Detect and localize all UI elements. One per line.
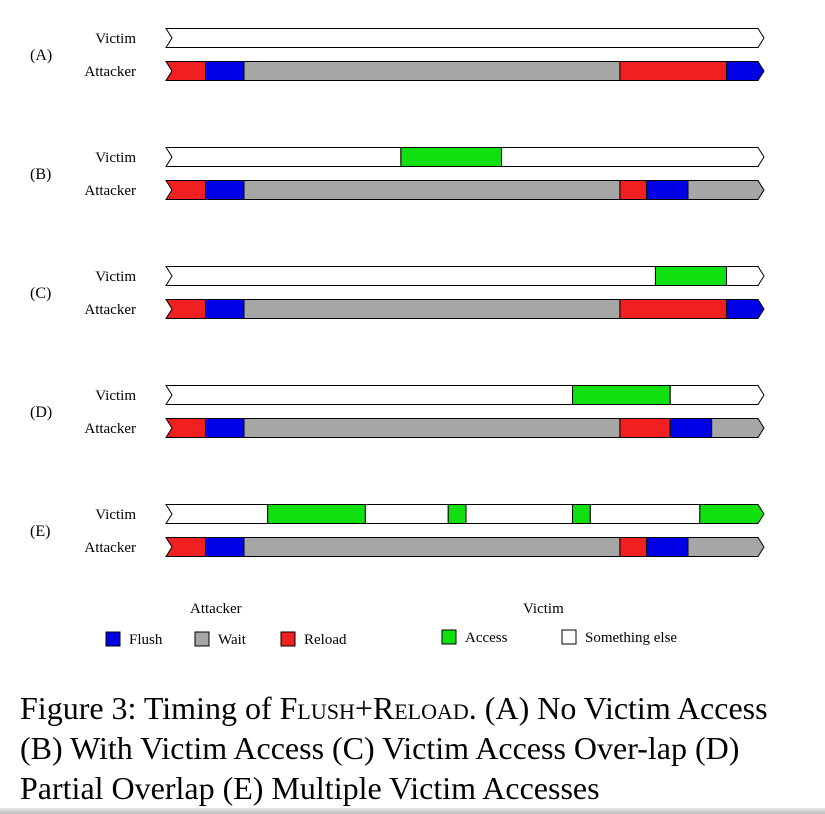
attacker-segment-flush [205, 418, 245, 438]
attacker-segment-reload [619, 61, 727, 81]
legend-swatch-something-else [561, 629, 577, 645]
legend-label-reload: Reload [304, 632, 347, 648]
attacker-segment-reload [165, 61, 207, 81]
attacker-row-label: Attacker [84, 540, 136, 556]
legend-swatch-reload [280, 631, 296, 647]
diagram-label: (E) [30, 523, 50, 540]
attacker-segment-flush [646, 537, 689, 557]
diagram-label: (A) [30, 47, 52, 64]
attacker-segment-flush [205, 180, 245, 200]
victim-segment-access [447, 504, 467, 524]
timing-diagram-a: (A) Victim Attacker [30, 28, 765, 81]
victim-segment-access [267, 504, 366, 524]
caption-text: . (A) No Victim Access (B) With Victim A… [20, 690, 768, 806]
victim-segment-something-else [501, 147, 765, 167]
timing-diagram-c: (C) Victim Attacker [30, 266, 765, 319]
legend: Attacker Victim Flush Wait Reload Access Somet… [105, 601, 677, 648]
flush-reload-timing-diagram: (A) Victim Attacker (B) Victim Attacker (C) Vic… [30, 28, 765, 648]
attacker-segment-wait [687, 537, 765, 557]
legend-swatch-wait [194, 631, 210, 647]
attacker-row-label: Attacker [84, 183, 136, 199]
timing-diagram-d: (D) Victim Attacker [30, 385, 765, 438]
diagram-label: (D) [30, 404, 52, 421]
attacker-segment-reload [619, 537, 648, 557]
attacker-segment-reload [165, 299, 207, 319]
attacker-segment-reload [619, 418, 671, 438]
victim-segment-access [572, 385, 671, 405]
victim-segment-access [572, 504, 591, 524]
attacker-segment-reload [165, 537, 207, 557]
figure-caption: Figure 3: Timing of Flush+Reload. (A) No… [20, 688, 810, 808]
victim-segment-access [654, 266, 727, 286]
legend-victim-title: Victim [523, 601, 564, 617]
attacker-segment-flush [205, 299, 245, 319]
attacker-bar [165, 299, 765, 319]
legend-swatch-flush [105, 631, 121, 647]
legend-label-something-else: Something else [585, 630, 677, 646]
victim-segment-something-else [165, 28, 765, 48]
victim-row-label: Victim [95, 31, 136, 47]
attacker-segment-flush [669, 418, 713, 438]
legend-attacker-title: Attacker [190, 601, 242, 617]
attacker-segment-wait [243, 61, 621, 81]
attacker-segment-wait [711, 418, 765, 438]
attacker-segment-wait [243, 418, 621, 438]
victim-row-label: Victim [95, 269, 136, 285]
attacker-segment-wait [243, 299, 621, 319]
caption-prefix: Figure 3: Timing of [20, 690, 280, 726]
attacker-bar [165, 180, 765, 200]
attacker-segment-flush [725, 299, 765, 319]
attacker-segment-flush [725, 61, 765, 81]
victim-segment-something-else [725, 266, 765, 286]
victim-bar [165, 28, 765, 48]
attacker-row-label: Attacker [84, 64, 136, 80]
victim-segment-something-else [465, 504, 574, 524]
victim-segment-something-else [165, 504, 269, 524]
legend-swatch-access [441, 629, 457, 645]
victim-segment-something-else [165, 266, 656, 286]
victim-bar [165, 147, 765, 167]
attacker-segment-reload [619, 180, 648, 200]
victim-bar [165, 385, 765, 405]
attacker-segment-reload [165, 180, 207, 200]
attacker-segment-wait [243, 537, 621, 557]
diagram-label: (C) [30, 285, 51, 302]
attacker-segment-wait [687, 180, 765, 200]
victim-segment-access [699, 504, 765, 524]
caption-technique-name: Flush+Reload [279, 690, 469, 726]
victim-segment-something-else [669, 385, 765, 405]
legend-label-access: Access [465, 630, 508, 646]
victim-segment-something-else [364, 504, 449, 524]
attacker-segment-flush [646, 180, 689, 200]
victim-segment-access [400, 147, 503, 167]
victim-bar [165, 266, 765, 286]
attacker-bar [165, 418, 765, 438]
timing-diagram-e: (E) Victim Attacker [30, 504, 765, 557]
bottom-scroll-edge [0, 808, 825, 814]
victim-segment-something-else [589, 504, 701, 524]
attacker-segment-flush [205, 61, 245, 81]
timing-diagram-b: (B) Victim Attacker [30, 147, 765, 200]
diagram-label: (B) [30, 166, 51, 183]
attacker-segment-flush [205, 537, 245, 557]
attacker-segment-reload [165, 418, 207, 438]
attacker-segment-reload [619, 299, 727, 319]
attacker-segment-wait [243, 180, 621, 200]
victim-row-label: Victim [95, 388, 136, 404]
victim-segment-something-else [165, 147, 402, 167]
attacker-bar [165, 537, 765, 557]
attacker-row-label: Attacker [84, 302, 136, 318]
attacker-row-label: Attacker [84, 421, 136, 437]
victim-row-label: Victim [95, 150, 136, 166]
legend-label-wait: Wait [218, 632, 247, 648]
legend-label-flush: Flush [129, 632, 163, 648]
attacker-bar [165, 61, 765, 81]
victim-bar [165, 504, 765, 524]
victim-segment-something-else [165, 385, 574, 405]
victim-row-label: Victim [95, 507, 136, 523]
